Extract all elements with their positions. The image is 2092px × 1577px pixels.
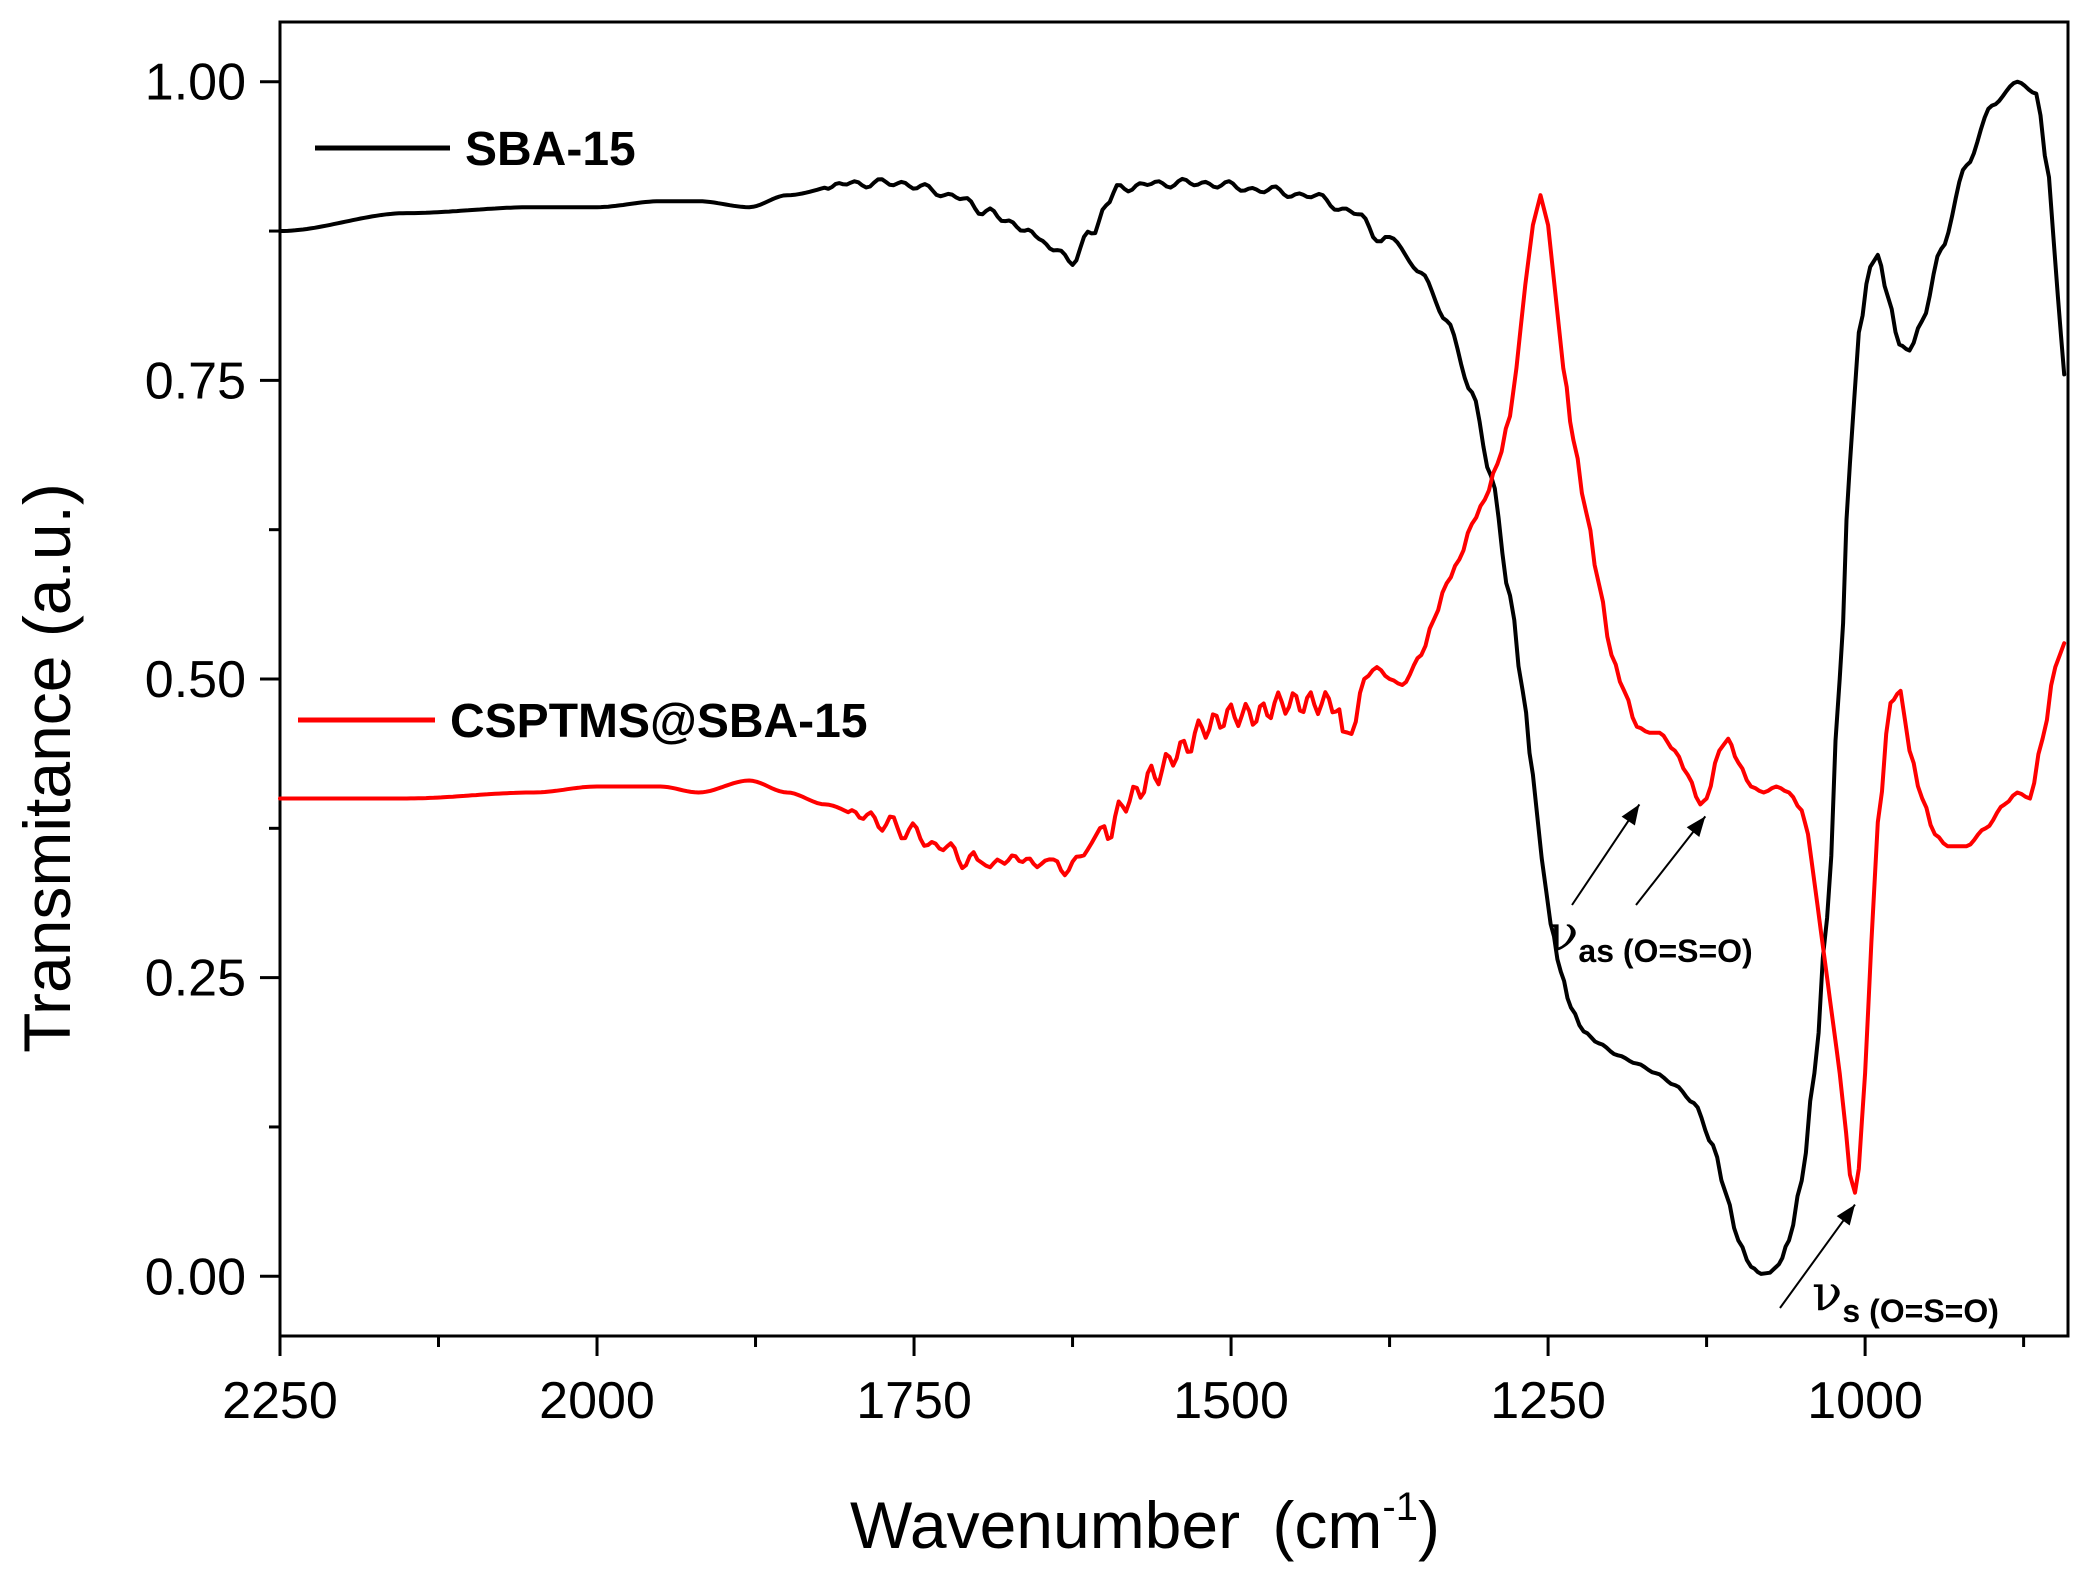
y-axis-title: Transmitance (a.u.): [10, 483, 84, 1053]
x-axis-title-unit-close: ): [1418, 1488, 1440, 1562]
x-axis-tick-labels: 2250 2000 1750 1500 1250 1000: [222, 1372, 1923, 1430]
annotation-arrow-head: [1836, 1204, 1855, 1226]
annotation-arrows: [1571, 803, 1856, 1309]
annotation-arrow-head: [1621, 804, 1640, 826]
y-tick-label: 0.50: [145, 651, 246, 709]
y-tick-label: 0.25: [145, 950, 246, 1008]
y-tick-label: 0.00: [145, 1248, 246, 1306]
x-tick-label: 2000: [539, 1372, 655, 1430]
legend-label-sba15: SBA-15: [465, 123, 636, 176]
annotation-vs: νs (O=S=O): [1812, 1264, 1999, 1329]
legend-label-csptms: CSPTMS@SBA-15: [450, 695, 868, 748]
x-axis-title: Wavenumber (cm-1): [850, 1485, 1440, 1562]
annotation-arrow-line: [1779, 1204, 1856, 1309]
annotation-arrow-head: [1686, 816, 1706, 838]
x-tick-label: 1000: [1807, 1372, 1923, 1430]
annotation-vas: νas (O=S=O): [1548, 904, 1753, 969]
x-axis-title-unit-sup: -1: [1382, 1485, 1418, 1529]
legend: SBA-15 CSPTMS@SBA-15: [298, 123, 868, 748]
x-axis-ticks: [278, 1336, 2026, 1356]
y-tick-label: 0.75: [145, 352, 246, 410]
x-tick-label: 2250: [222, 1372, 338, 1430]
x-axis-title-main: Wavenumber: [850, 1488, 1240, 1562]
x-axis-title-unit: (cm: [1272, 1488, 1382, 1562]
annotations: νas (O=S=O) νs (O=S=O): [1548, 803, 1999, 1329]
y-axis-tick-labels: 0.00 0.25 0.50 0.75 1.00: [145, 54, 246, 1307]
series-line-csptms: [278, 193, 2067, 1195]
x-tick-label: 1250: [1490, 1372, 1606, 1430]
series-group: [278, 79, 2067, 1276]
y-tick-label: 1.00: [145, 54, 246, 112]
series-line-sba15: [278, 79, 2067, 1276]
x-tick-label: 1750: [856, 1372, 972, 1430]
y-axis-ticks: [260, 80, 280, 1278]
plot-frame: [278, 20, 2070, 1338]
x-tick-label: 1500: [1173, 1372, 1289, 1430]
annotation-arrow-line: [1571, 803, 1641, 906]
